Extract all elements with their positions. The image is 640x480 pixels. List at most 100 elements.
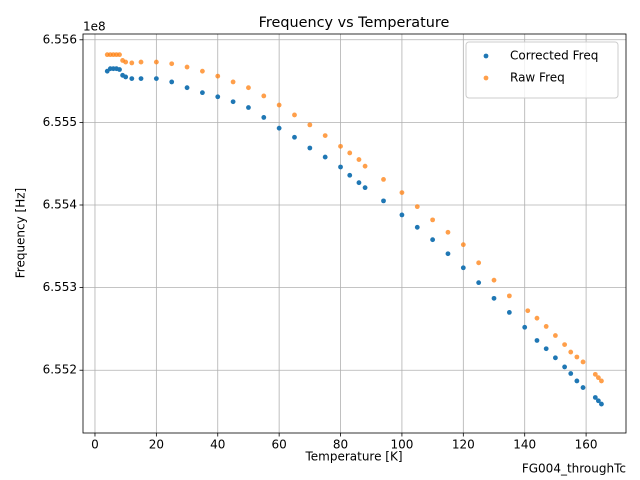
data-point [215, 73, 221, 79]
data-point [476, 280, 482, 286]
data-point [261, 115, 267, 120]
data-point [169, 61, 175, 67]
y-tick-label: 6.553 [43, 280, 77, 294]
data-point [246, 85, 251, 91]
data-point [246, 105, 251, 110]
data-point [362, 163, 368, 169]
x-tick-label: 120 [452, 438, 475, 452]
y-tick-label: 6.556 [43, 32, 77, 46]
data-point [568, 371, 574, 376]
data-point [276, 125, 282, 131]
y-axis-label: Frequency [Hz] [14, 188, 28, 279]
data-point [129, 76, 135, 82]
x-tick-label: 40 [210, 438, 225, 452]
data-point [399, 190, 405, 196]
data-point [123, 59, 129, 65]
data-point [460, 265, 466, 271]
data-point [553, 355, 558, 361]
data-point [580, 385, 586, 390]
data-point [261, 93, 267, 99]
x-axis-label: Temperature [K] [304, 450, 402, 464]
data-point [307, 122, 313, 128]
data-point [534, 338, 540, 343]
data-point [414, 204, 420, 210]
data-point [568, 349, 574, 355]
data-point [543, 346, 549, 352]
data-point [184, 85, 190, 91]
data-point [381, 176, 386, 182]
data-point [414, 224, 420, 230]
y-tick-label: 6.552 [43, 363, 77, 377]
y-tick-label: 6.554 [43, 198, 77, 212]
x-tick-label: 0 [91, 438, 99, 452]
data-point [200, 90, 205, 96]
chart-title: Frequency vs Temperature [259, 15, 450, 31]
x-tick-label: 80 [333, 438, 348, 452]
data-point [592, 395, 598, 400]
data-point [307, 145, 313, 151]
data-point [169, 79, 175, 85]
data-point [574, 354, 580, 360]
data-point [184, 64, 190, 70]
legend-marker [483, 75, 489, 81]
data-point [445, 251, 451, 257]
data-point [129, 60, 135, 66]
data-point [123, 74, 129, 80]
data-point [215, 94, 221, 100]
data-point [445, 229, 451, 235]
data-point [347, 150, 353, 156]
x-tick-label: 20 [149, 438, 164, 452]
data-point [399, 212, 405, 218]
data-point [595, 398, 601, 404]
data-point [292, 134, 297, 140]
data-point [338, 143, 343, 149]
legend-label: Corrected Freq [510, 49, 598, 63]
x-tick-label: 140 [513, 438, 536, 452]
data-point [356, 180, 362, 186]
data-point [476, 260, 482, 266]
x-tick-label: 160 [575, 438, 598, 452]
data-point [562, 364, 568, 370]
data-point [381, 198, 386, 204]
data-point [117, 52, 122, 58]
legend-label: Raw Freq [510, 71, 565, 85]
data-point [276, 102, 282, 108]
data-point [460, 242, 466, 248]
y-offset-label: 1e8 [83, 20, 106, 34]
data-point [522, 324, 528, 330]
data-point [138, 59, 144, 65]
data-point [562, 342, 568, 348]
footer: FG004_throughTc [522, 462, 626, 476]
data-point [138, 76, 144, 82]
data-point [595, 375, 601, 381]
data-point [506, 293, 512, 299]
data-point [347, 172, 353, 178]
data-point [322, 133, 328, 139]
axes-frame [82, 33, 627, 434]
data-point [292, 112, 297, 118]
x-tick-label: 60 [272, 438, 287, 452]
data-point [553, 333, 558, 338]
legend: Corrected Freq Raw Freq [465, 41, 619, 99]
legend-box [465, 41, 619, 99]
data-point [599, 401, 604, 407]
data-point [430, 217, 436, 223]
data-point [580, 359, 586, 365]
data-point [230, 99, 236, 105]
data-point [356, 157, 362, 162]
data-point [543, 324, 549, 329]
data-point [430, 237, 436, 243]
data-point [153, 76, 159, 82]
data-point [362, 185, 368, 191]
data-point [491, 295, 497, 301]
x-tick-label: 100 [390, 438, 413, 452]
data-point [506, 309, 512, 315]
data-point [153, 59, 159, 65]
y-tick-label: 6.555 [43, 115, 77, 129]
data-point [200, 68, 205, 74]
data-point [230, 79, 236, 85]
data-point [322, 154, 328, 160]
data-point [117, 67, 122, 72]
data-point [338, 164, 343, 170]
legend-marker [483, 53, 489, 59]
